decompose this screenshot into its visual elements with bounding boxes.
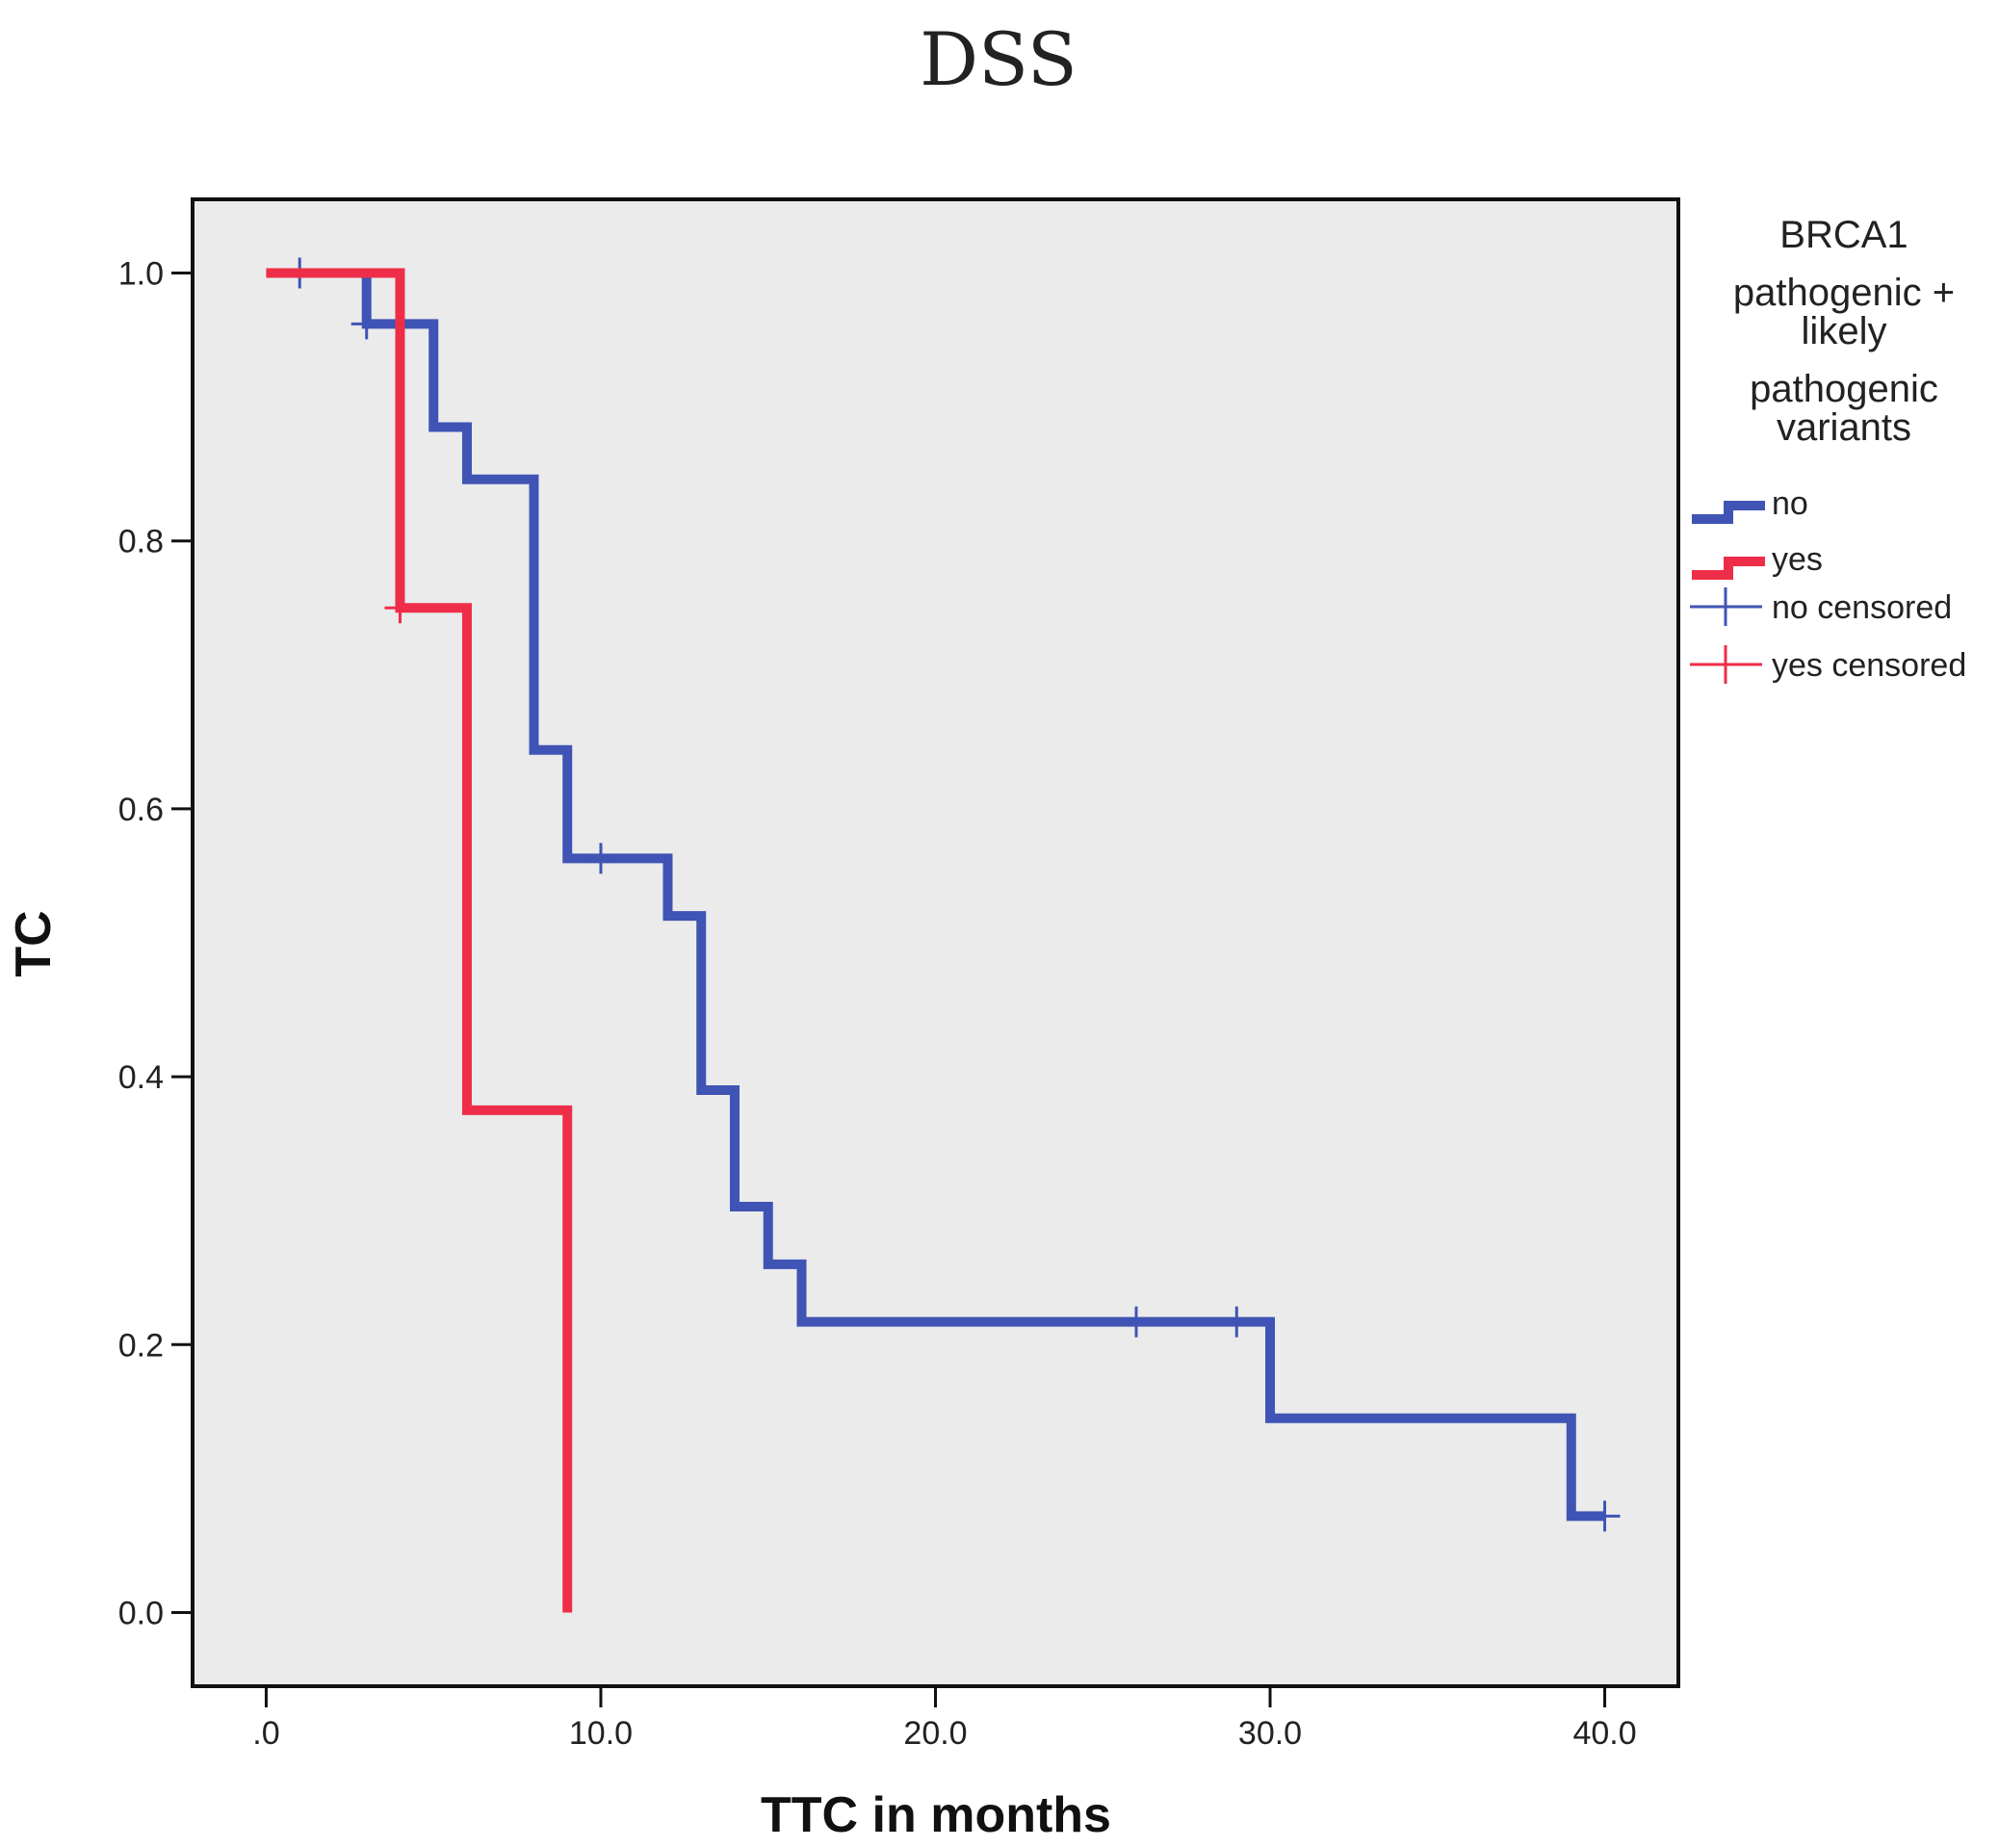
legend-title-line: pathogenic + <box>1733 272 1955 314</box>
series-line-yes <box>266 268 573 1613</box>
x-tick-label: 40.0 <box>1572 1715 1636 1752</box>
censor-mark-yes <box>384 592 416 624</box>
legend-label: yes <box>1772 541 1823 578</box>
legend: BRCA1 pathogenic +likely pathogenicvariant… <box>1690 214 1966 684</box>
legend-title-line: BRCA1 <box>1779 214 1908 256</box>
legend-label: no <box>1772 485 1808 522</box>
series-layer <box>266 257 1621 1613</box>
x-tick-label: 30.0 <box>1238 1715 1302 1752</box>
censor-mark-no <box>1121 1306 1153 1338</box>
legend-title-line: pathogenic <box>1750 368 1938 410</box>
legend-swatch <box>1692 557 1765 580</box>
y-tick-label: 0.4 <box>118 1059 164 1096</box>
legend-item-no: no <box>1692 485 1808 524</box>
censor-mark-no <box>1221 1306 1253 1338</box>
legend-item-no-censored: no censored <box>1690 587 1952 626</box>
legend-item-yes-censored: yes censored <box>1690 645 1966 684</box>
y-axis-ticks: 0.0 0.2 0.4 0.6 0.8 1.0 <box>118 256 193 1631</box>
plot-area <box>191 197 1680 1688</box>
legend-title-line: variants <box>1777 406 1911 449</box>
y-axis-label: TC <box>6 910 62 976</box>
y-tick-label: 0.2 <box>118 1327 164 1364</box>
censor-mark-no <box>584 843 616 874</box>
y-tick-label: 0.8 <box>118 524 164 560</box>
y-tick-label: 0.6 <box>118 792 164 828</box>
legend-item-yes: yes <box>1692 541 1823 580</box>
y-tick-label: 1.0 <box>118 256 164 293</box>
chart-title: DSS <box>920 16 1077 102</box>
legend-swatch <box>1692 501 1765 524</box>
x-axis-label: TTC in months <box>761 1787 1111 1843</box>
x-tick-label: 20.0 <box>903 1715 967 1752</box>
censor-mark-no <box>1589 1500 1621 1532</box>
censor-mark-no <box>350 308 382 340</box>
legend-label: yes censored <box>1772 647 1966 684</box>
y-tick-label: 0.0 <box>118 1595 164 1631</box>
x-axis-ticks: .0 10.0 20.0 30.0 40.0 <box>252 1686 1637 1752</box>
x-tick-label: .0 <box>252 1715 279 1752</box>
legend-title-line: likely <box>1802 310 1887 352</box>
x-tick-label: 10.0 <box>569 1715 633 1752</box>
legend-label: no censored <box>1772 589 1952 626</box>
series-line-no <box>266 268 1605 1522</box>
